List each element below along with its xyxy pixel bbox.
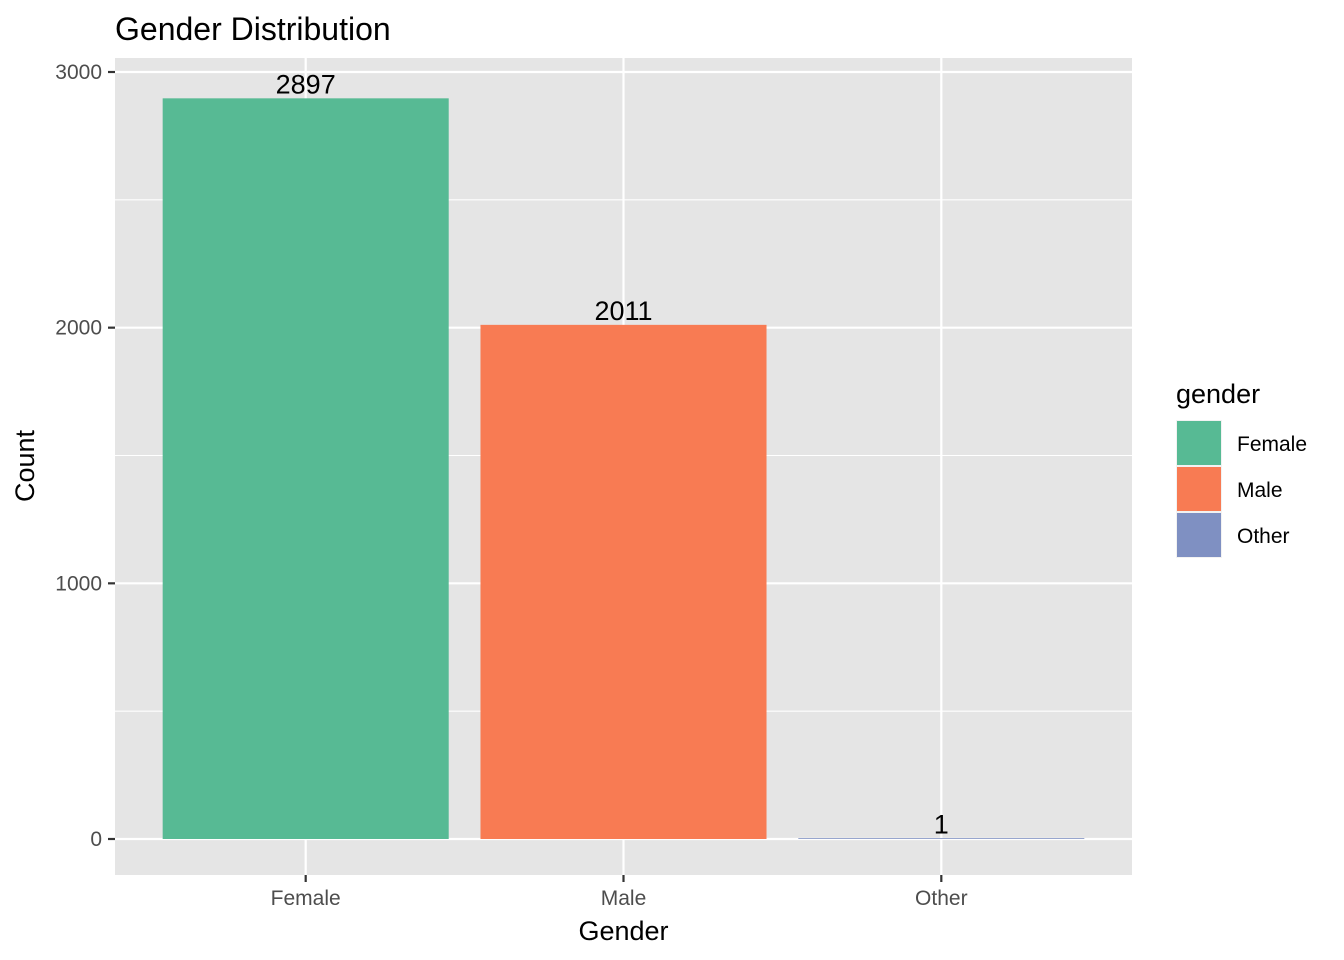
bar	[162, 98, 449, 839]
legend-swatch	[1177, 421, 1221, 465]
legend-label: Other	[1237, 525, 1290, 548]
legend: gender Female Male Other	[1176, 379, 1307, 558]
chart-title: Gender Distribution	[115, 11, 391, 47]
bars	[162, 98, 1085, 839]
y-axis-title: Count	[10, 429, 40, 502]
x-tick-label: Female	[271, 887, 341, 910]
legend-title: gender	[1176, 379, 1260, 409]
data-label: 1	[934, 810, 949, 840]
y-tick-label: 2000	[55, 317, 102, 340]
axes: 0 1000 2000 3000 Female Male Other	[55, 61, 967, 910]
legend-label: Male	[1237, 479, 1283, 502]
y-tick-label: 1000	[55, 572, 102, 595]
y-tick-label: 3000	[55, 61, 102, 84]
bar	[480, 324, 767, 839]
legend-swatch	[1177, 513, 1221, 557]
y-tick-label: 0	[90, 828, 102, 851]
data-label: 2897	[276, 69, 336, 99]
x-tick-label: Male	[601, 887, 647, 910]
legend-swatch	[1177, 467, 1221, 511]
data-labels: 2897 2011 1	[276, 69, 949, 839]
x-axis-title: Gender	[578, 916, 668, 946]
data-label: 2011	[594, 296, 652, 326]
bar	[798, 838, 1085, 839]
x-tick-label: Other	[915, 887, 968, 910]
legend-label: Female	[1237, 433, 1307, 456]
